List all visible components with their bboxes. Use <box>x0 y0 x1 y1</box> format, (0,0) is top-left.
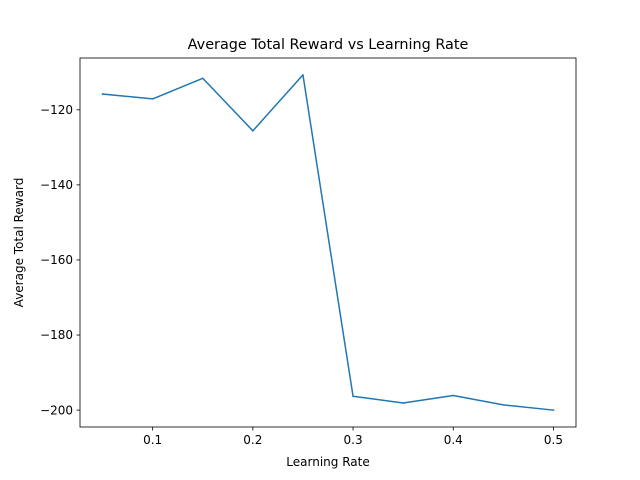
x-tick-label: 0.5 <box>544 433 563 447</box>
data-point <box>352 395 354 397</box>
x-axis-label: Learning Rate <box>286 455 369 469</box>
y-tick-label: −140 <box>40 178 73 192</box>
y-axis-label: Average Total Reward <box>12 178 26 308</box>
y-tick-label: −200 <box>40 403 73 417</box>
data-point <box>452 394 455 397</box>
x-tick-label: 0.2 <box>243 433 262 447</box>
y-tick-label: −160 <box>40 253 73 267</box>
data-point <box>502 404 505 406</box>
data-point <box>302 74 304 76</box>
data-point <box>151 98 154 100</box>
axis-ticks: 0.1 0.2 0.3 0.4 0.5 −120 −140 −160 −180 −200 <box>40 103 563 447</box>
data-point <box>101 93 104 95</box>
data-point <box>201 77 204 80</box>
y-tick-label: −180 <box>40 328 73 342</box>
data-point <box>552 409 555 411</box>
plot-area-frame <box>79 57 577 428</box>
data-point <box>252 130 254 132</box>
series-line <box>101 74 555 411</box>
x-tick-label: 0.4 <box>444 433 463 447</box>
x-tick-label: 0.3 <box>344 433 363 447</box>
data-points <box>101 74 555 411</box>
data-point <box>402 402 404 404</box>
chart-title: Average Total Reward vs Learning Rate <box>188 37 469 53</box>
x-tick-label: 0.1 <box>143 433 162 447</box>
y-tick-label: −120 <box>40 103 73 117</box>
